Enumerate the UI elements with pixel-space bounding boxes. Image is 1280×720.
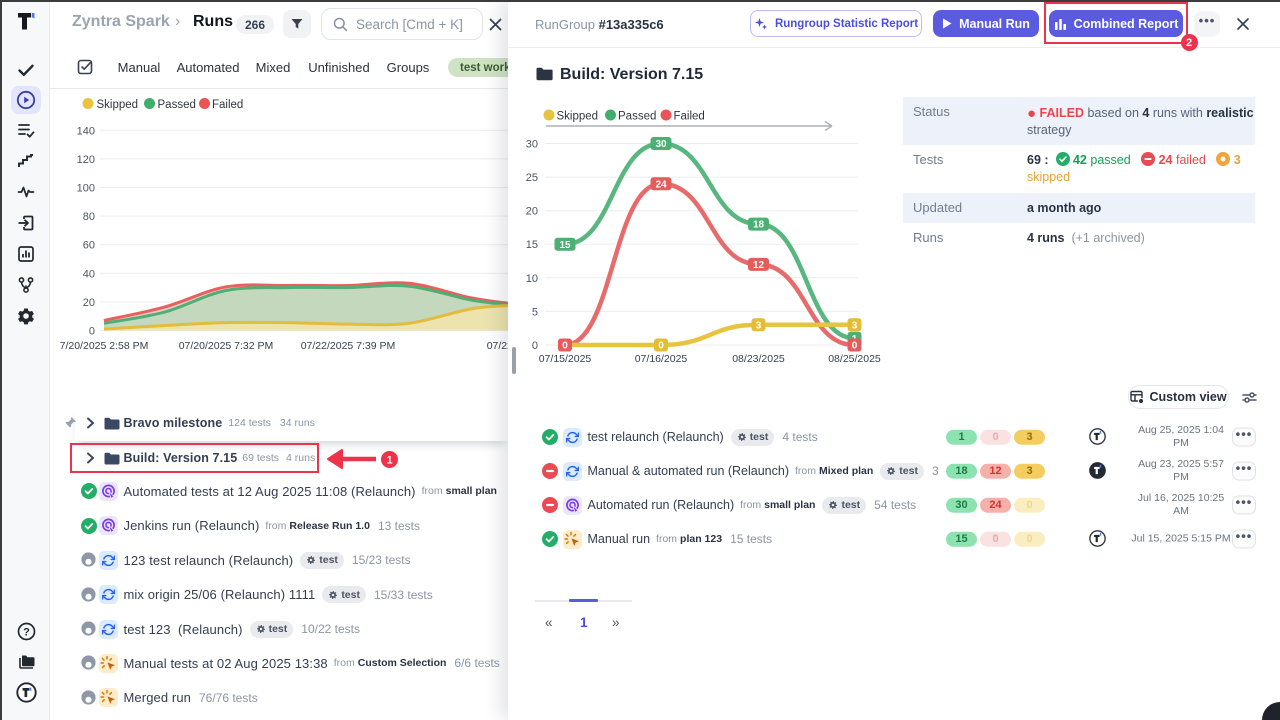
svg-text:5: 5: [532, 306, 538, 318]
svg-text:0: 0: [852, 341, 858, 352]
svg-text:Passed: Passed: [618, 111, 656, 123]
svg-text:07/16/2025: 07/16/2025: [635, 353, 688, 365]
svg-text:120: 120: [77, 154, 95, 166]
svg-text:80: 80: [83, 211, 95, 223]
svg-text:Skipped: Skipped: [97, 99, 139, 111]
svg-text:40: 40: [83, 268, 95, 280]
svg-text:18: 18: [753, 220, 765, 231]
svg-text:0: 0: [562, 341, 568, 352]
svg-text:?: ?: [23, 626, 30, 638]
svg-text:07/15/2025: 07/15/2025: [539, 353, 592, 365]
svg-text:24: 24: [655, 179, 667, 190]
svg-text:07/20/2025 7:32 PM: 07/20/2025 7:32 PM: [179, 340, 274, 352]
svg-text:Passed: Passed: [158, 99, 196, 111]
svg-text:Failed: Failed: [212, 99, 243, 111]
svg-text:30: 30: [655, 139, 667, 150]
svg-text:3: 3: [852, 320, 858, 331]
svg-text:60: 60: [83, 240, 95, 252]
svg-text:Skipped: Skipped: [557, 111, 599, 123]
svg-text:3: 3: [756, 320, 762, 331]
svg-text:Failed: Failed: [674, 111, 705, 123]
svg-text:10: 10: [526, 273, 538, 285]
svg-text:08/25/2025: 08/25/2025: [828, 353, 881, 365]
svg-text:0: 0: [89, 326, 95, 338]
svg-text:0: 0: [532, 340, 538, 352]
svg-text:30: 30: [526, 139, 538, 151]
svg-text:25: 25: [526, 172, 538, 184]
svg-text:20: 20: [83, 297, 95, 309]
svg-text:12: 12: [753, 260, 765, 271]
svg-text:7/20/2025 2:58 PM: 7/20/2025 2:58 PM: [60, 340, 149, 352]
svg-text:15: 15: [559, 240, 571, 251]
svg-text:1: 1: [386, 455, 392, 467]
svg-text:08/23/2025: 08/23/2025: [732, 353, 785, 365]
svg-text:100: 100: [77, 183, 95, 195]
svg-text:15: 15: [526, 239, 538, 251]
svg-text:07/22/2025 7:54 PM: 07/22/2025 7:54 PM: [487, 340, 508, 352]
svg-text:07/22/2025 7:39 PM: 07/22/2025 7:39 PM: [301, 340, 396, 352]
svg-text:140: 140: [77, 125, 95, 137]
svg-text:20: 20: [526, 206, 538, 218]
svg-text:0: 0: [658, 341, 664, 352]
